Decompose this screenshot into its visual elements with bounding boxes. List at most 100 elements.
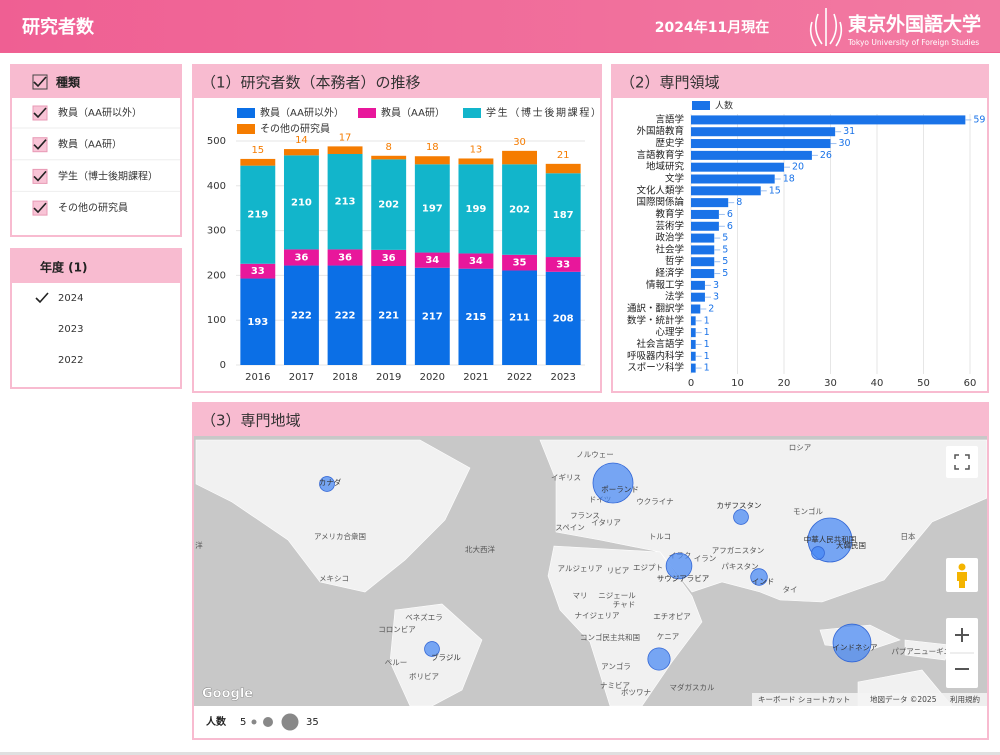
bar[interactable] [691,351,696,361]
y-tick-label: 通訳・翻訳学 [627,303,684,315]
bar[interactable] [691,292,705,302]
bar-segment[interactable] [371,265,407,365]
bar[interactable] [691,221,719,231]
bar-segment[interactable] [414,164,450,253]
fullscreen-button[interactable] [946,446,978,478]
filter-item[interactable]: 教員（AA研以外） [58,106,142,119]
data-label: 26 [820,150,832,161]
bar-segment[interactable] [502,150,538,165]
x-tick-label: 50 [917,378,930,389]
y-tick-label: 200 [207,270,226,281]
map-link[interactable]: キーボード ショートカット [758,695,850,704]
y-tick-label: スポーツ科学 [627,362,684,374]
bar-segment[interactable] [283,149,319,156]
x-tick-label: 2021 [463,372,488,383]
y-tick-label: 言語教育学 [636,149,684,161]
legend-label[interactable]: 教員（AA研以外） [260,106,344,119]
bubble[interactable] [832,623,872,663]
filter-item[interactable]: 2022 [58,355,83,366]
bar[interactable] [691,198,729,208]
bar-segment[interactable] [458,158,494,165]
bar-segment[interactable] [502,270,538,365]
place-label: パキスタン [721,562,758,571]
bar[interactable] [691,245,715,255]
legend-label[interactable]: その他の研究員 [260,122,330,135]
bar-segment[interactable] [327,153,363,250]
bar[interactable] [691,162,784,172]
bar-segment[interactable] [414,252,450,268]
y-tick-label: 数学・統計学 [627,314,684,326]
y-tick-label: 社会言語学 [636,338,684,350]
filter-item[interactable]: 教員（AA研） [58,138,122,151]
data-label: 193 [247,317,268,328]
bar[interactable] [691,127,836,137]
filter-item[interactable]: 学生（博士後期課程） [58,169,158,182]
legend-label[interactable]: 教員（AA研） [381,106,445,119]
bar[interactable] [691,363,696,373]
bar-segment[interactable] [240,158,276,166]
data-label: 20 [792,162,804,173]
bubble[interactable] [319,476,335,492]
bar[interactable] [691,233,715,243]
data-label: 1 [704,315,710,326]
bar[interactable] [691,150,812,160]
bubble[interactable] [811,546,825,560]
legend-label[interactable]: 学生（博士後期課程） [486,106,601,119]
bar-segment[interactable] [502,254,538,271]
bar-segment[interactable] [545,257,581,272]
zoom-in-icon[interactable] [955,628,969,642]
bar-segment[interactable] [283,249,319,266]
bar-segment[interactable] [371,155,407,160]
bar-segment[interactable] [240,263,276,279]
bar[interactable] [691,209,719,219]
filter-item[interactable]: 2024 [58,293,83,304]
bubble[interactable] [750,568,768,586]
bar-segment[interactable] [545,173,581,258]
data-label: 217 [422,311,443,322]
bar-segment[interactable] [458,253,494,269]
bar-segment[interactable] [327,249,363,266]
bar[interactable] [691,174,775,184]
bar[interactable] [691,339,696,349]
bar-segment[interactable] [414,156,450,165]
bar-segment[interactable] [283,265,319,365]
bar-segment[interactable] [414,267,450,365]
bubble[interactable] [424,641,440,657]
y-tick-label: 経済学 [655,267,684,279]
legend-swatch [237,108,255,118]
bar[interactable] [691,186,761,196]
bar-segment[interactable] [458,164,494,254]
place-label: パプアニューギニア [891,647,958,656]
bar[interactable] [691,280,705,290]
bar-segment[interactable] [327,265,363,365]
checkbox-all[interactable] [32,74,48,90]
bubble[interactable] [647,647,671,671]
filter-item[interactable]: 2023 [58,324,83,335]
bar-segment[interactable] [545,271,581,365]
map-link[interactable]: 利用規約 [950,694,980,704]
bar-segment[interactable] [327,146,363,154]
bar[interactable] [691,304,701,314]
bar-segment[interactable] [545,163,581,174]
bar-segment[interactable] [240,278,276,365]
bubble[interactable] [592,462,634,504]
bar[interactable] [691,139,831,149]
filter-item[interactable]: その他の研究員 [58,201,128,214]
bar-segment[interactable] [371,159,407,250]
bar[interactable] [691,328,696,338]
legend-label[interactable]: 人数 [715,100,733,112]
bar[interactable] [691,115,966,125]
bar-segment[interactable] [283,155,319,250]
bar-segment[interactable] [240,165,276,264]
bar-segment[interactable] [502,164,538,255]
bar[interactable] [691,269,715,279]
bubble[interactable] [733,509,749,525]
bar[interactable] [691,257,715,267]
data-label: 202 [509,205,530,216]
bar-segment[interactable] [371,249,407,266]
bar-segment[interactable] [458,268,494,365]
bar[interactable] [691,316,696,326]
panel-header [613,66,987,98]
bubble[interactable] [665,552,693,580]
place-label: アルジェリア [558,564,603,573]
